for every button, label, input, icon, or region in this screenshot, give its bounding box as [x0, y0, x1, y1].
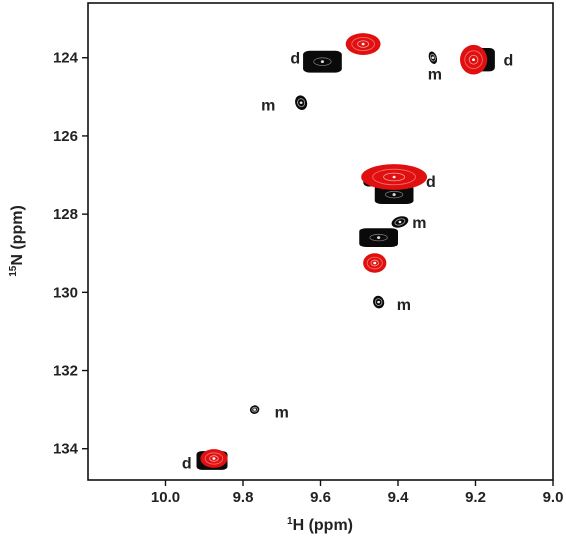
peak-center [392, 175, 396, 179]
x-tick-label: 9.8 [233, 489, 254, 506]
peak-inner-contour [366, 256, 383, 270]
black-peak [374, 185, 414, 204]
peak-inner-contour [297, 98, 306, 108]
peak-label: d [504, 53, 514, 70]
y-axis: 124 126 128 130 132 134 [53, 50, 88, 458]
black-peak [303, 50, 342, 73]
red-peak [200, 449, 228, 468]
peaks-layer [196, 33, 495, 470]
peak-core-contour [370, 259, 379, 267]
peak-inner-contour [251, 406, 258, 413]
peak-label: d [426, 174, 436, 191]
y-tick-label: 130 [53, 284, 78, 301]
peak-inner-contour [385, 190, 404, 199]
peak-core-contour [383, 172, 406, 182]
peak-center [212, 457, 216, 460]
peak-labels-layer: d d m m d m m m d [182, 51, 513, 473]
peak-label: m [428, 66, 442, 83]
peak-core-contour [209, 455, 219, 462]
peak-label: d [182, 455, 192, 472]
x-tick-label: 9.6 [310, 489, 331, 506]
peak-inner-contour [372, 168, 416, 186]
peak-center [361, 42, 365, 46]
black-peak [295, 95, 308, 111]
x-axis-title: 1H (ppm) [287, 516, 353, 534]
y-tick-label: 128 [53, 206, 78, 223]
x-axis: 10.0 9.8 9.6 9.4 9.2 9.0 [151, 480, 564, 506]
peak-core-contour [357, 40, 370, 48]
red-peak [460, 44, 488, 75]
y-tick-label: 126 [53, 128, 78, 145]
plot-frame [87, 2, 554, 481]
peak-label: m [261, 98, 275, 115]
peak-center [299, 101, 303, 104]
red-peak [363, 253, 387, 273]
y-tick-label: 132 [53, 363, 78, 380]
peak-center [431, 56, 435, 59]
peak-center [377, 300, 381, 304]
peak-center [253, 408, 257, 411]
peak-center [398, 220, 402, 224]
x-tick-label: 9.0 [543, 489, 564, 506]
peak-label: m [397, 297, 411, 314]
peak-center [392, 193, 396, 196]
peak-inner-contour [374, 298, 383, 306]
peak-inner-contour [369, 233, 388, 242]
black-peak [359, 228, 398, 247]
peak-inner-contour [464, 50, 483, 70]
peak-inner-contour [429, 53, 436, 62]
x-tick-label: 9.2 [465, 489, 486, 506]
peak-label: m [412, 215, 426, 232]
peak-label: d [290, 51, 300, 68]
peak-center [377, 236, 381, 239]
x-tick-label: 10.0 [151, 489, 180, 506]
black-peak [373, 295, 385, 309]
black-peak [249, 405, 260, 414]
black-peak [428, 51, 438, 64]
peak-label: m [275, 405, 289, 422]
x-axis-title-superscript: 1 [287, 516, 293, 527]
black-peak [391, 216, 409, 228]
y-tick-label: 134 [53, 441, 79, 458]
y-axis-title-superscript: 15 [8, 265, 19, 277]
red-peak [361, 164, 428, 190]
peak-center [320, 60, 325, 64]
peak-center [472, 58, 476, 61]
y-axis-title-main: N (ppm) [9, 205, 26, 265]
y-tick-label: 124 [53, 50, 79, 67]
peak-core-contour [468, 54, 479, 65]
peak-inner-contour [204, 452, 224, 465]
peak-inner-contour [394, 218, 406, 226]
peak-center [373, 261, 377, 265]
red-peak [345, 33, 381, 56]
peak-inner-contour [313, 57, 332, 66]
x-tick-label: 9.4 [388, 489, 410, 506]
peak-inner-contour [351, 37, 375, 52]
x-axis-title-main: H (ppm) [293, 517, 353, 534]
y-axis-title: 15N (ppm) [8, 205, 26, 277]
